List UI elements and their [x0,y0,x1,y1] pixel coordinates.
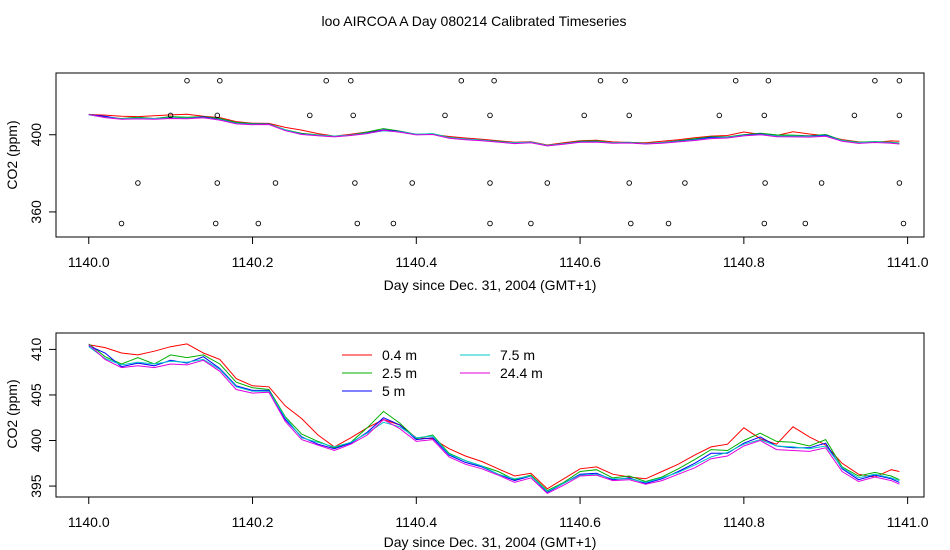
top-marker-point [487,112,493,119]
top-marker-point [390,220,397,227]
top-marker-point [544,180,551,186]
bottom-series-line-0-4-m [88,343,900,490]
top-marker-point [802,220,809,227]
top-marker-point [851,112,858,119]
bottom-x-tick-label: 1141.0 [887,514,929,530]
bottom-plot-frame [55,332,925,498]
legend-label: 7.5 m [500,347,535,363]
bottom-y-tick-label: 400 [28,429,44,453]
top-marker-point [818,180,825,186]
top-marker-point [761,220,768,227]
bottom-x-tick-label: 1140.8 [723,514,765,530]
top-x-tick-label: 1140.8 [723,254,765,270]
top-series-line-2-5-m [88,113,900,146]
top-marker-point [167,112,174,119]
top-marker-point [214,112,221,119]
top-x-tick-label: 1140.0 [68,254,110,270]
top-marker-point [622,77,628,84]
top-marker-point [761,112,768,119]
top-marker-point [409,180,415,186]
bottom-y-tick-label: 410 [28,338,44,362]
top-marker-point [348,77,354,84]
top-marker-point [352,180,358,186]
top-y-axis-label: CO2 (ppm) [4,120,20,189]
top-marker-layer [118,77,907,227]
top-x-tick-label: 1140.4 [395,254,437,270]
top-series-layer [88,113,900,147]
bottom-series-layer [88,343,900,495]
top-marker-point [665,220,672,227]
top-marker-point [442,112,448,119]
top-marker-point [214,180,221,186]
top-marker-point [732,77,739,84]
top-marker-point [626,180,632,186]
top-y-axis: 360 400 [28,123,56,224]
top-marker-point [628,220,634,227]
bottom-x-axis: 1140.0 1140.2 1140.4 1140.6 1140.8 1141.0 [68,497,929,530]
bottom-x-axis-label: Day since Dec. 31, 2004 (GMT+1) [384,534,597,550]
top-plot-frame [55,72,925,238]
bottom-legend: 0.4 m 2.5 m 5 m 7.5 m 24.4 m [342,347,543,399]
top-marker-point [212,220,219,227]
top-marker-point [597,77,604,84]
top-marker-point [581,112,587,119]
bottom-y-axis: 395 400 405 410 [28,338,56,498]
top-marker-point [487,220,493,227]
top-marker-point [528,220,534,227]
top-marker-point [682,180,688,186]
top-marker-point [900,220,907,227]
top-y-tick-label: 400 [28,123,44,147]
top-marker-point [487,180,493,186]
top-marker-point [307,112,313,119]
top-marker-point [896,77,903,84]
top-marker-point [354,220,361,227]
top-marker-point [135,180,141,186]
top-marker-point [896,180,903,186]
top-marker-point [184,77,190,84]
top-marker-point [491,77,497,84]
top-plot-panel: 1140.0 1140.2 1140.4 1140.6 1140.8 1141.0 360… [4,72,929,293]
bottom-x-tick-label: 1140.6 [559,514,601,530]
top-y-tick-label: 360 [28,200,44,224]
bottom-series-line-24-4-m [88,344,900,495]
bottom-x-tick-label: 1140.4 [395,514,437,530]
top-marker-point [765,77,772,84]
top-marker-point [272,180,279,186]
top-marker-point [896,112,903,119]
bottom-x-tick-label: 1140.0 [68,514,110,530]
figure-title: loo AIRCOA A Day 080214 Calibrated Times… [321,13,626,29]
top-x-tick-label: 1140.6 [559,254,601,270]
top-marker-point [323,77,329,84]
top-marker-point [458,77,465,84]
bottom-x-tick-label: 1140.2 [232,514,274,530]
top-marker-point [626,112,632,119]
top-marker-point [118,220,125,227]
top-marker-point [762,180,768,186]
top-x-tick-label: 1140.2 [232,254,274,270]
bottom-series-line-2-5-m [88,343,900,492]
legend-label: 2.5 m [382,365,417,381]
legend-label: 5 m [382,383,405,399]
top-x-axis-label: Day since Dec. 31, 2004 (GMT+1) [384,277,597,293]
top-marker-point [255,220,262,227]
bottom-y-tick-label: 405 [28,383,44,407]
bottom-y-tick-label: 395 [28,474,44,498]
top-marker-point [217,77,223,84]
bottom-plot-panel: 1140.0 1140.2 1140.4 1140.6 1140.8 1141.0 395… [4,332,929,550]
legend-label: 24.4 m [500,365,543,381]
top-x-tick-label: 1141.0 [887,254,929,270]
top-marker-point [872,77,878,84]
bottom-y-axis-label: CO2 (ppm) [4,379,20,448]
bottom-series-line-7-5-m [88,346,900,493]
top-marker-point [716,112,723,119]
top-marker-point [350,112,356,119]
legend-label: 0.4 m [382,347,417,363]
top-series-line-24-4-m [88,114,900,147]
top-x-axis: 1140.0 1140.2 1140.4 1140.6 1140.8 1141.0 [68,237,929,270]
